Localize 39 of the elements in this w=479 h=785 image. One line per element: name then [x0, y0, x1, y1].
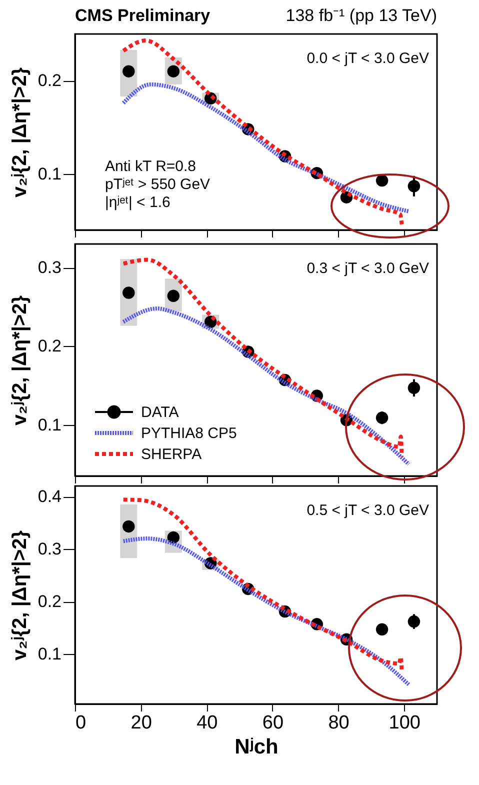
- point: [408, 382, 420, 394]
- annotation: Anti kT R=0.8: [105, 158, 196, 175]
- annotation: pTʲᵉᵗ > 550 GeV: [105, 176, 210, 193]
- annotation: 0.5 < jT < 3.0 GeV: [306, 502, 429, 519]
- y-tick-label: 0.3: [38, 540, 62, 559]
- y-axis-title: v₂ʲ{2, |Δη*|>2}: [8, 530, 31, 661]
- legend-label: PYTHIA8 CP5: [141, 425, 237, 442]
- chart-subtitle: 138 fb⁻¹ (pp 13 TeV): [286, 6, 437, 25]
- point: [122, 286, 135, 299]
- y-tick-label: 0.1: [38, 415, 62, 434]
- x-tick-label: 20: [130, 712, 152, 734]
- y-tick-label: 0.2: [38, 592, 62, 612]
- x-tick-label: 0: [76, 712, 86, 734]
- legend-label: DATA: [141, 404, 179, 421]
- y-tick-label: 0.2: [38, 71, 62, 90]
- point: [408, 180, 420, 192]
- point: [408, 615, 420, 628]
- point: [376, 174, 388, 187]
- y-axis-title: v₂ʲ{2, |Δη*|>2}: [8, 295, 31, 426]
- y-axis-title: v₂ʲ{2, |Δη*|>2}: [8, 67, 31, 198]
- y-tick-label: 0.3: [38, 258, 62, 278]
- y-tick-label: 0.4: [38, 487, 62, 506]
- annotation: |ηʲᵉᵗ| < 1.6: [105, 194, 170, 211]
- x-tick-label: 100: [388, 712, 420, 734]
- y-tick-label: 0.1: [38, 164, 62, 184]
- chart-title: CMS Preliminary: [75, 6, 211, 25]
- point: [376, 623, 388, 636]
- x-tick-label: 60: [262, 712, 284, 734]
- annotation: 0.3 < jT < 3.0 GeV: [306, 260, 429, 277]
- annotation: 0.0 < jT < 3.0 GeV: [306, 50, 429, 67]
- y-tick-label: 0.2: [38, 336, 62, 356]
- point: [122, 520, 135, 533]
- line-series: [121, 306, 411, 466]
- x-tick-label: 80: [328, 712, 350, 734]
- y-tick-label: 0.1: [38, 644, 62, 664]
- x-tick-label: 40: [196, 712, 218, 734]
- x-axis-title: Nʲch: [234, 736, 278, 758]
- legend-label: SHERPA: [141, 446, 202, 463]
- point: [376, 412, 388, 424]
